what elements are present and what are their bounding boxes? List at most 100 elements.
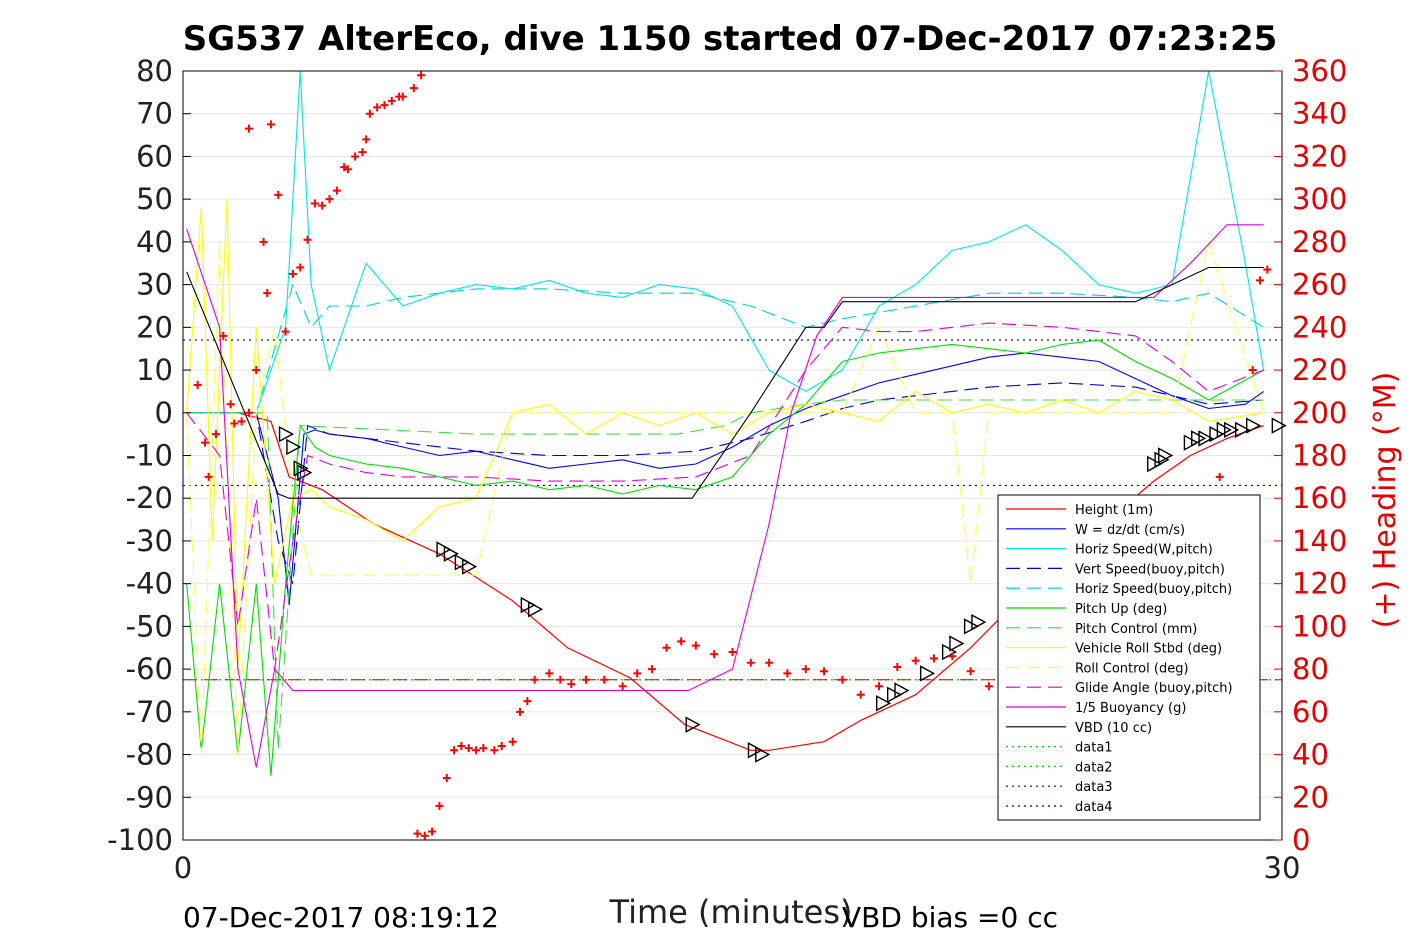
heading-point — [1256, 276, 1265, 285]
heading-point — [1248, 366, 1257, 375]
heading-point — [472, 746, 481, 755]
heading-point — [325, 195, 334, 204]
y2-tick-label: 300 — [1292, 182, 1347, 216]
y2-tick-label: 0 — [1292, 823, 1310, 857]
series-line-4 — [186, 282, 1264, 414]
heading-point — [288, 269, 297, 278]
triangle-marker — [1209, 425, 1225, 443]
legend-label: Horiz Speed(W,pitch) — [1075, 543, 1213, 558]
heading-point — [332, 186, 341, 195]
heading-point — [911, 656, 920, 665]
heading-point — [219, 331, 228, 340]
series-line-6 — [186, 399, 1264, 751]
y-tick-label: 0 — [155, 396, 173, 430]
legend-label: 1/5 Buoyancy (g) — [1075, 701, 1186, 716]
heading-point — [373, 103, 382, 112]
heading-point — [266, 120, 275, 129]
y2-tick-label: 260 — [1292, 268, 1347, 302]
series-line-3 — [186, 382, 1264, 584]
x-tick-label: 0 — [174, 851, 192, 885]
triangle-marker — [462, 558, 478, 575]
legend-label: W = dz/dt (cm/s) — [1075, 523, 1185, 538]
y2-tick-label: 140 — [1292, 524, 1347, 558]
y-tick-label: -10 — [126, 439, 173, 473]
heading-point — [244, 408, 253, 417]
heading-point — [281, 327, 290, 336]
triangle-marker — [875, 695, 892, 712]
triangle-marker — [919, 665, 936, 682]
heading-point — [662, 643, 671, 652]
heading-point — [226, 400, 235, 409]
heading-point — [435, 801, 444, 810]
heading-point — [530, 675, 539, 684]
triangle-marker — [886, 686, 903, 703]
heading-point — [801, 665, 810, 674]
triangle-marker — [755, 746, 771, 763]
y2-tick-label: 200 — [1292, 396, 1347, 430]
y-tick-label: 50 — [136, 182, 173, 216]
heading-point — [820, 667, 829, 676]
heading-point — [677, 637, 686, 646]
triangle-marker — [963, 618, 980, 635]
legend: Height (1m) W = dz/dt (cm/s) Horiz Speed(W… — [997, 494, 1261, 821]
heading-point — [259, 237, 268, 246]
legend-label: VBD (10 cc) — [1075, 721, 1152, 736]
y2-tick-label: 360 — [1292, 54, 1347, 88]
heading-point — [710, 650, 719, 659]
y-tick-label: -80 — [126, 738, 173, 772]
y2-tick-label: 40 — [1292, 738, 1329, 772]
heading-point — [633, 669, 642, 678]
triangle-marker — [685, 716, 701, 733]
heading-point — [417, 71, 426, 80]
y-tick-label: -90 — [126, 780, 173, 814]
heading-point — [765, 658, 774, 667]
series-lines — [186, 70, 1265, 776]
triangle-marker — [1158, 447, 1174, 464]
legend-label: Pitch Control (mm) — [1075, 622, 1197, 637]
triangle-marker — [1191, 430, 1207, 447]
triangle-marker — [286, 438, 302, 456]
triangle-marker — [443, 545, 459, 562]
y2-tick-label: 100 — [1292, 609, 1347, 643]
legend-label: Roll Control (deg) — [1075, 661, 1189, 676]
heading-point — [490, 746, 499, 755]
legend-label: Horiz Speed(buoy,pitch) — [1075, 582, 1232, 597]
heading-point — [1263, 265, 1272, 274]
right-y-axis: 3603403203002802602402202001801601401201… — [1274, 54, 1347, 857]
y-tick-label: 20 — [136, 310, 173, 344]
y-tick-label: 70 — [136, 97, 173, 131]
y2-tick-label: 20 — [1292, 780, 1329, 814]
heading-point — [362, 135, 371, 144]
triangle-marker — [454, 554, 470, 571]
triangle-marker — [297, 464, 313, 481]
triangle-marker — [1198, 430, 1214, 447]
y-tick-label: 60 — [136, 139, 173, 173]
heading-points — [193, 71, 1272, 840]
triangle-marker — [1224, 421, 1240, 439]
heading-point — [691, 641, 700, 650]
heading-point — [1215, 472, 1224, 481]
heading-point — [728, 648, 737, 657]
triangle-markers — [278, 417, 1287, 763]
heading-point — [457, 742, 466, 751]
heading-point — [450, 746, 459, 755]
triangle-marker — [1245, 417, 1262, 434]
y-tick-label: -100 — [107, 823, 173, 857]
y2-tick-label: 180 — [1292, 439, 1347, 473]
heading-point — [545, 669, 554, 678]
legend-label: data2 — [1075, 760, 1113, 775]
heading-point — [310, 199, 319, 208]
heading-point — [343, 165, 352, 174]
heading-point — [211, 430, 220, 439]
heading-point — [875, 682, 884, 691]
triangle-marker — [1216, 421, 1232, 439]
heading-point — [618, 682, 627, 691]
heading-point — [497, 742, 506, 751]
triangle-marker — [278, 425, 295, 443]
y2-tick-label: 160 — [1292, 481, 1347, 515]
heading-point — [398, 92, 407, 101]
legend-label: data1 — [1075, 741, 1113, 756]
heading-point — [516, 707, 525, 716]
heading-point — [600, 675, 609, 684]
